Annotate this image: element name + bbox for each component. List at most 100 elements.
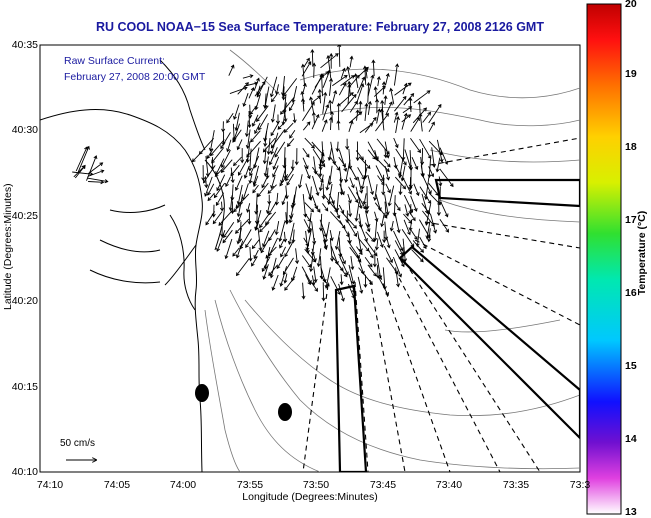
current-vector bbox=[281, 194, 287, 206]
current-vector bbox=[325, 175, 331, 191]
current-vector bbox=[386, 237, 391, 249]
current-vector bbox=[302, 148, 310, 158]
current-vector bbox=[349, 177, 355, 189]
current-vector bbox=[381, 81, 386, 95]
current-vector bbox=[329, 77, 334, 96]
current-vector bbox=[258, 114, 268, 131]
current-vector bbox=[328, 116, 333, 131]
x-tick-label: 73:35 bbox=[502, 479, 530, 491]
current-vector bbox=[270, 129, 286, 149]
plot-frame bbox=[39, 44, 581, 473]
current-vector bbox=[268, 264, 279, 277]
current-vector bbox=[213, 182, 226, 199]
current-vector bbox=[438, 176, 443, 187]
current-vector bbox=[435, 157, 441, 173]
current-vector bbox=[395, 267, 401, 288]
current-vector bbox=[327, 147, 333, 161]
current-vector bbox=[290, 159, 295, 171]
current-vector bbox=[246, 140, 261, 158]
current-vector bbox=[243, 165, 250, 179]
x-axis-label: Longitude (Degrees:Minutes) bbox=[242, 491, 378, 503]
current-vector bbox=[345, 210, 350, 224]
current-vector bbox=[300, 90, 305, 105]
current-vector bbox=[381, 174, 386, 196]
current-vector bbox=[311, 275, 316, 286]
current-vector bbox=[373, 184, 378, 201]
current-vector bbox=[242, 93, 249, 107]
current-vector bbox=[411, 157, 419, 170]
current-vector bbox=[305, 274, 312, 286]
current-vector bbox=[323, 239, 328, 251]
current-vector bbox=[268, 229, 276, 242]
current-vector bbox=[348, 165, 358, 181]
current-vector bbox=[428, 166, 435, 178]
current-vector bbox=[384, 194, 390, 216]
current-vector bbox=[348, 186, 359, 204]
current-vector bbox=[302, 121, 311, 131]
current-vector bbox=[242, 74, 254, 79]
current-vector bbox=[288, 102, 295, 112]
current-vector bbox=[366, 82, 371, 103]
current-vector bbox=[311, 248, 317, 263]
current-vector bbox=[408, 177, 413, 191]
current-vector bbox=[207, 183, 215, 196]
current-vector bbox=[240, 148, 245, 164]
current-vector bbox=[382, 230, 387, 244]
current-vector bbox=[374, 211, 379, 223]
current-vector bbox=[282, 78, 298, 98]
current-vector bbox=[338, 156, 347, 168]
current-vector bbox=[279, 174, 289, 187]
current-vector bbox=[308, 186, 313, 201]
y-tick-label: 40:15 bbox=[11, 381, 38, 393]
current-vector bbox=[256, 105, 269, 123]
current-vector bbox=[401, 229, 415, 248]
current-vector bbox=[337, 45, 342, 67]
current-vector bbox=[374, 156, 390, 173]
current-vector bbox=[367, 264, 377, 277]
current-vector bbox=[280, 96, 295, 115]
current-vector bbox=[411, 249, 424, 263]
current-vector bbox=[332, 75, 348, 87]
colorbar-tick: 17 bbox=[625, 214, 637, 226]
current-vector bbox=[221, 121, 226, 133]
current-vector bbox=[376, 231, 384, 248]
current-vector bbox=[292, 113, 297, 124]
current-vector bbox=[392, 195, 397, 217]
current-vector bbox=[417, 100, 422, 114]
current-vector bbox=[244, 120, 249, 138]
current-vector bbox=[215, 192, 225, 206]
current-vector bbox=[365, 231, 375, 243]
current-vector bbox=[344, 159, 351, 183]
current-vector bbox=[393, 230, 404, 252]
current-vector bbox=[338, 265, 348, 278]
current-vector bbox=[88, 180, 105, 185]
current-vector bbox=[358, 156, 371, 170]
current-vector bbox=[394, 95, 407, 112]
current-vector bbox=[348, 264, 356, 285]
current-vector bbox=[252, 184, 259, 194]
current-vector bbox=[232, 156, 242, 167]
current-vector bbox=[75, 146, 88, 172]
current-vector bbox=[319, 73, 324, 97]
current-vector bbox=[339, 256, 349, 276]
current-vector bbox=[336, 102, 341, 122]
current-vector bbox=[253, 249, 259, 260]
x-tick-label: 74:00 bbox=[169, 479, 197, 491]
current-vector bbox=[302, 82, 307, 94]
current-vector bbox=[401, 114, 412, 123]
current-vector bbox=[318, 165, 323, 178]
current-vector bbox=[329, 52, 334, 69]
current-vector bbox=[270, 176, 276, 190]
current-vector bbox=[436, 139, 444, 163]
current-vector bbox=[284, 276, 296, 291]
current-vector bbox=[330, 276, 341, 296]
island-west bbox=[195, 384, 209, 402]
current-vector bbox=[206, 148, 214, 160]
current-vector bbox=[340, 67, 346, 79]
current-vector bbox=[320, 275, 330, 287]
current-vector bbox=[254, 80, 266, 97]
current-vector bbox=[279, 238, 285, 249]
current-vector bbox=[262, 230, 270, 248]
current-vector bbox=[401, 176, 412, 195]
